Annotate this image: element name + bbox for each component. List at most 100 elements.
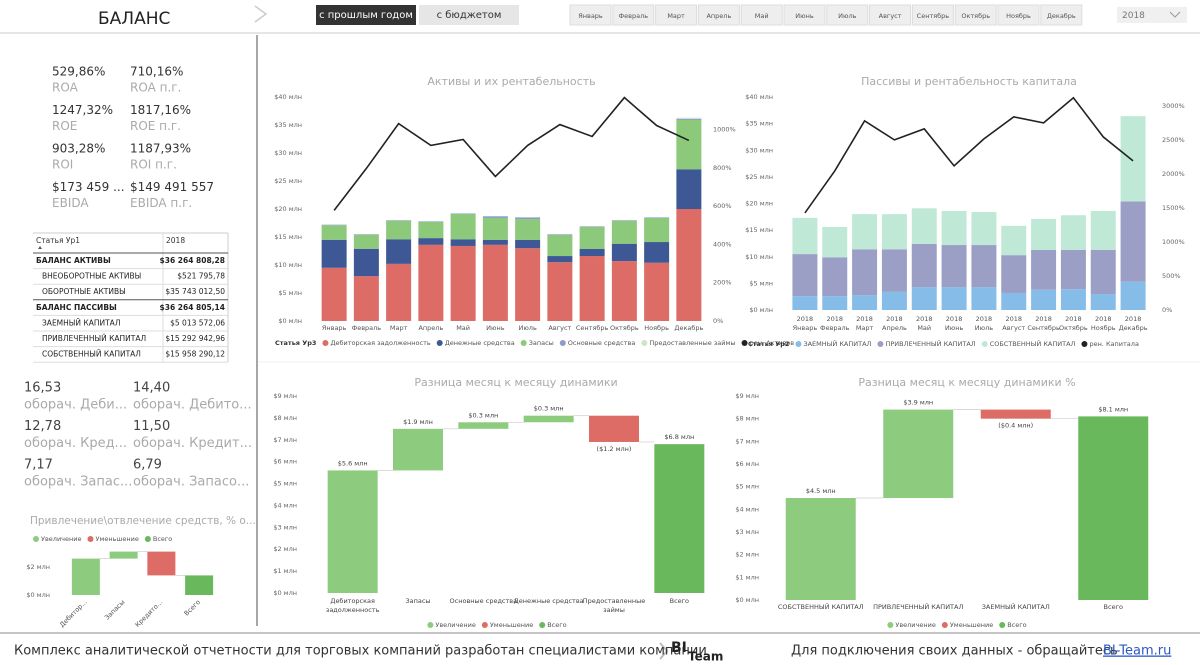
bar-segment [676, 118, 702, 120]
y-tick-label: $4 млн [273, 501, 297, 509]
y-tick-label: $1 млн [273, 567, 297, 575]
month-button[interactable] [997, 4, 1040, 26]
month-button[interactable] [826, 4, 869, 26]
kpi-label: оборач. Кред... [24, 436, 127, 451]
y-tick-label: $1 млн [735, 573, 759, 581]
year-label: 2018 [1122, 11, 1145, 21]
kpi-label: ROI [52, 158, 73, 172]
bar-segment [1090, 210, 1116, 250]
kpi-value: $173 459 ... [52, 180, 125, 194]
kpi-label: ROI п.г. [130, 158, 177, 172]
value-label: $8.1 млн [1098, 405, 1128, 413]
legend-label: Увеличение [895, 621, 935, 629]
legend-label: Основные средства [568, 339, 636, 347]
bar-segment [418, 238, 444, 245]
y-tick-label: $6 млн [273, 458, 297, 466]
x-tick-label: Февраль [352, 324, 382, 332]
compare-button[interactable] [419, 5, 519, 25]
compare-label: с прошлым годом [319, 10, 413, 21]
table-cell: $15 292 942,96 [165, 334, 225, 343]
bar-segment [353, 248, 379, 277]
month-button[interactable] [740, 4, 783, 26]
bar-segment [792, 217, 818, 255]
bar-segment [515, 217, 541, 220]
legend-swatch [144, 536, 151, 542]
bar-segment [579, 248, 605, 257]
bar-segment [353, 234, 379, 235]
x-tick-label: Запасы [405, 597, 430, 605]
month-button[interactable] [697, 4, 740, 26]
bar-segment [1060, 215, 1086, 250]
month-button[interactable] [612, 4, 655, 26]
kpi-value: 903,28% [52, 142, 105, 156]
footer-contact: Для подключения своих данных - обращайте… [791, 644, 1118, 659]
footer-link[interactable]: BI-Team.ru [1103, 644, 1171, 659]
bar-segment [353, 276, 379, 321]
bar-segment [386, 220, 412, 240]
y-tick-label: $6 млн [735, 460, 759, 468]
bar-segment [1120, 116, 1146, 202]
x-tick-label: Декабрь [1119, 324, 1148, 332]
legend-label: Всего [1007, 621, 1026, 629]
legend-label: Уменьшение [490, 621, 533, 629]
month-button[interactable] [911, 4, 954, 26]
bar-segment [386, 239, 412, 264]
value-label: $0.3 млн [534, 405, 564, 413]
month-button[interactable] [569, 4, 612, 26]
legend-swatch [641, 340, 648, 346]
month-button[interactable] [783, 4, 826, 26]
x-tick-label: Сентябрь [1027, 324, 1060, 332]
waterfall-bar [1078, 416, 1149, 600]
x-tick-group: 2018 [1125, 315, 1142, 323]
bar-segment [321, 225, 347, 240]
bar-segment [852, 249, 878, 296]
value-label: $0.3 млн [468, 411, 498, 419]
bar-segment [1060, 249, 1086, 290]
bar-segment [644, 217, 670, 243]
bar-segment [911, 208, 937, 244]
table-cell: ПРИВЛЕЧЕННЫЙ КАПИТАЛ [42, 334, 146, 343]
x-tick-label: ПРИВЛЕЧЕННЫЙ КАПИТАЛ [873, 602, 963, 611]
month-button[interactable] [1040, 4, 1083, 26]
waterfall-bar [185, 575, 214, 595]
month-button[interactable] [869, 4, 912, 26]
bar-segment [1090, 249, 1116, 295]
month-button[interactable] [954, 4, 997, 26]
kpi-label: ROE [52, 119, 77, 133]
kpi-value: 529,86% [52, 65, 105, 79]
legend-swatch [1081, 341, 1088, 347]
month-button[interactable] [655, 4, 698, 26]
y2-tick-label: 600% [713, 202, 732, 210]
legend-label: Увеличение [435, 621, 475, 629]
bar-segment [515, 239, 541, 249]
compare-button[interactable] [316, 5, 416, 25]
table-cell: ОБОРОТНЫЕ АКТИВЫ [42, 287, 126, 296]
year-dropdown[interactable] [1117, 7, 1187, 23]
month-label: Июнь [795, 12, 814, 20]
x-tick-label: Предоставленные займы [583, 597, 645, 614]
x-tick-label: Основные средства [450, 597, 518, 605]
table-header: 2018 [166, 236, 185, 245]
bar-segment [321, 239, 347, 268]
legend-swatch [520, 340, 527, 346]
bar-segment [482, 217, 508, 240]
waterfall-bar [883, 409, 954, 498]
waterfall-bar [654, 444, 705, 593]
y2-tick-label: 0% [1162, 306, 1172, 314]
y-tick-label: $2 млн [273, 545, 297, 553]
month-label: Май [755, 12, 769, 20]
legend-label: рен. Капитала [1089, 340, 1139, 348]
x-tick-group: 2018 [1005, 315, 1022, 323]
bar-segment [911, 287, 937, 310]
x-tick-group: 2018 [886, 315, 903, 323]
bar-segment [353, 234, 379, 249]
legend-swatch [427, 622, 434, 628]
kpi-value: 12,78 [24, 419, 61, 434]
x-tick-label: Сентябрь [576, 324, 609, 332]
x-tick-label: Январь [322, 324, 347, 332]
kpi-value: 6,79 [133, 458, 162, 473]
y2-tick-label: 500% [1162, 272, 1181, 280]
y-tick-label: $20 млн [274, 205, 302, 213]
table-cell: СОБСТВЕННЫЙ КАПИТАЛ [42, 350, 141, 359]
